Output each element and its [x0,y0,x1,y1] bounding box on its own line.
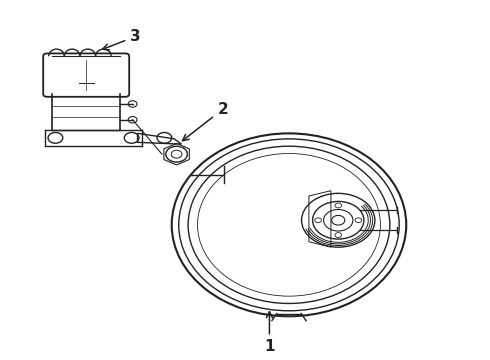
Text: 3: 3 [102,29,141,50]
Text: 2: 2 [183,102,228,141]
Text: 1: 1 [264,312,275,354]
